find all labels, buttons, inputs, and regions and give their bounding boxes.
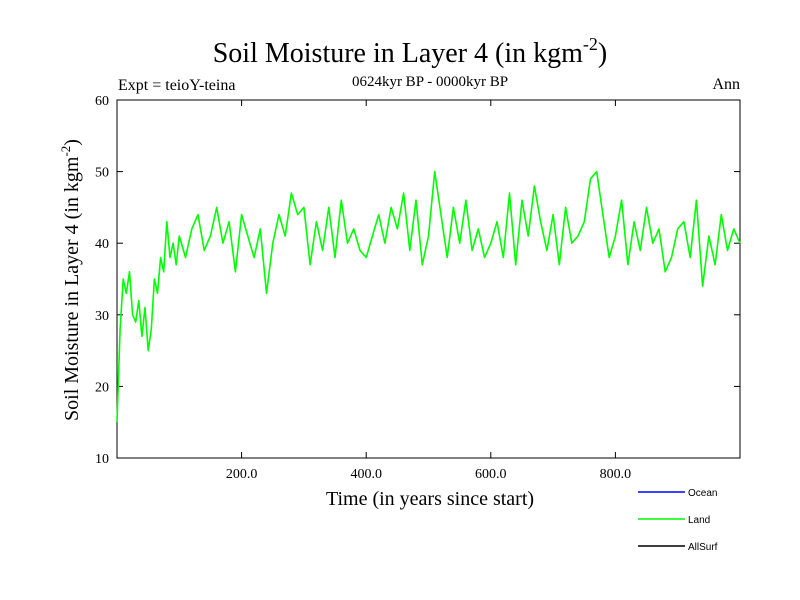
x-tick-label: 400.0 <box>350 467 382 482</box>
plot-frame <box>116 99 741 459</box>
y-tick-label: 60 <box>95 94 109 109</box>
season-label: Ann <box>712 76 740 93</box>
legend: Ocean Land AllSurf <box>638 488 718 553</box>
x-tick-label: 200.0 <box>226 467 258 482</box>
y-tick-label: 40 <box>95 237 109 252</box>
y-tick-label: 30 <box>95 309 109 324</box>
y-tick-label: 20 <box>95 380 109 395</box>
x-axis-label: Time (in years since start) <box>326 488 534 510</box>
y-tick-label: 10 <box>95 452 109 467</box>
x-tick-label: 600.0 <box>475 467 507 482</box>
y-axis-label: Soil Moisture in Layer 4 (in kgm-2) <box>58 139 83 421</box>
legend-label-ocean: Ocean <box>688 488 717 499</box>
experiment-label: Expt = teioY-teina <box>118 77 235 94</box>
legend-label-land: Land <box>688 515 710 526</box>
series-line-land <box>116 170 741 423</box>
chart-subtitle: 0624kyr BP - 0000kyr BP <box>352 74 508 90</box>
series-layer <box>116 170 741 423</box>
x-tick-label: 800.0 <box>600 467 632 482</box>
chart-title: Soil Moisture in Layer 4 (in kgm-2) <box>213 34 608 69</box>
legend-label-allsurf: AllSurf <box>688 542 718 553</box>
y-tick-label: 50 <box>95 166 109 181</box>
y-axis: 10 20 30 40 50 60 <box>95 94 740 467</box>
x-axis: 200.0 400.0 600.0 800.0 <box>226 100 631 482</box>
